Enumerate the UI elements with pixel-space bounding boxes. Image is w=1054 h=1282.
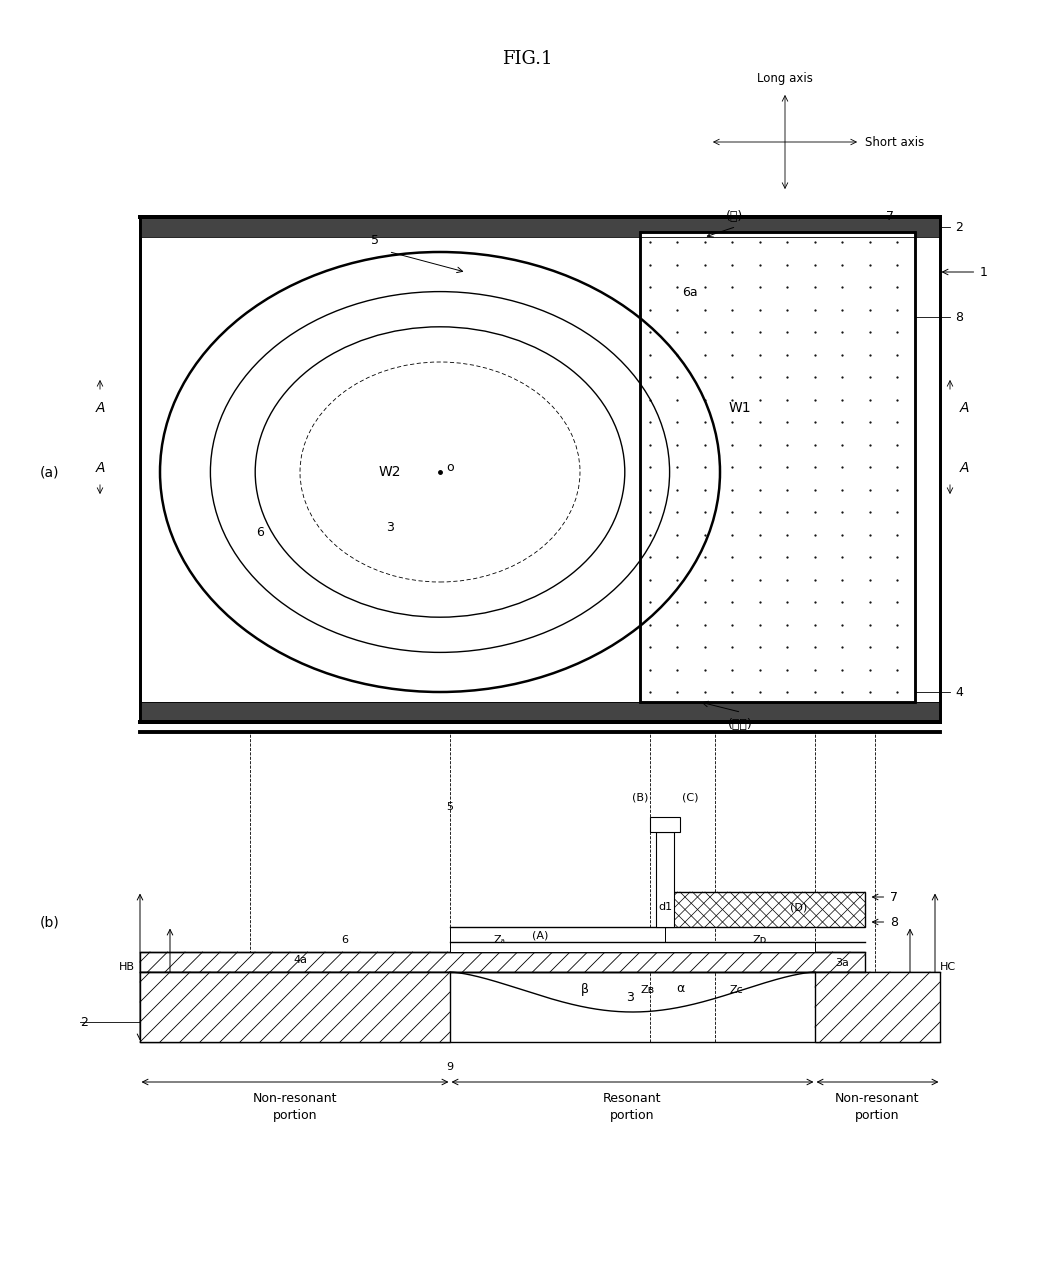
Text: Non-resonant
portion: Non-resonant portion: [835, 1092, 919, 1122]
Text: HA: HA: [175, 979, 191, 990]
Text: 5: 5: [446, 803, 453, 813]
Text: A: A: [95, 460, 104, 474]
Text: (a): (a): [40, 465, 60, 479]
Text: W1: W1: [728, 400, 750, 414]
Text: Long axis: Long axis: [757, 72, 813, 85]
Text: A: A: [959, 400, 969, 414]
Text: o: o: [446, 460, 453, 474]
Text: (ロー): (ロー): [727, 717, 752, 731]
Bar: [140, 218, 939, 237]
Text: 3: 3: [626, 991, 633, 1004]
Text: β: β: [581, 982, 589, 995]
Bar: [140, 972, 450, 1042]
Text: 1: 1: [979, 265, 988, 279]
Text: Resonant
portion: Resonant portion: [603, 1092, 662, 1122]
Text: Zᴄ: Zᴄ: [729, 985, 743, 995]
Bar: [665, 892, 864, 927]
Bar: [140, 218, 939, 722]
Text: (A): (A): [531, 929, 548, 940]
Text: 5: 5: [371, 235, 378, 247]
Bar: [140, 703, 939, 722]
Text: Short axis: Short axis: [864, 136, 923, 149]
Text: HC: HC: [939, 962, 956, 972]
Text: Zʙ: Zʙ: [641, 985, 655, 995]
Text: 2: 2: [915, 1015, 922, 1028]
Bar: [640, 232, 915, 703]
Text: 2: 2: [80, 1015, 87, 1028]
Bar: [815, 972, 939, 1042]
Text: A: A: [959, 460, 969, 474]
Text: (b): (b): [40, 915, 60, 929]
Text: 7: 7: [885, 209, 894, 222]
Text: Non-resonant
portion: Non-resonant portion: [253, 1092, 337, 1122]
Text: A: A: [95, 400, 104, 414]
Text: (D): (D): [789, 903, 807, 913]
Text: Zᴅ: Zᴅ: [753, 935, 767, 945]
Text: 3: 3: [386, 520, 394, 533]
Bar: [140, 953, 864, 972]
Bar: [450, 942, 815, 953]
Text: (イ): (イ): [726, 209, 743, 222]
Text: (C): (C): [682, 792, 698, 803]
Bar: [656, 832, 674, 927]
Text: 4a: 4a: [293, 955, 307, 964]
Bar: [640, 232, 915, 703]
Text: 2: 2: [955, 221, 962, 233]
Text: 6: 6: [256, 526, 264, 538]
Text: 6a: 6a: [682, 286, 698, 299]
Text: 7: 7: [890, 891, 898, 904]
Text: 4: 4: [955, 686, 962, 699]
Text: 8: 8: [890, 915, 898, 928]
Text: d1: d1: [658, 903, 671, 913]
Text: FIG.1: FIG.1: [502, 50, 552, 68]
Text: 8: 8: [955, 310, 962, 324]
Text: 9: 9: [446, 1061, 453, 1072]
Bar: [649, 817, 680, 832]
Text: 6: 6: [341, 935, 348, 945]
Text: (B): (B): [631, 792, 648, 803]
Text: W2: W2: [378, 465, 402, 479]
Text: 3a: 3a: [835, 958, 848, 967]
Text: α: α: [676, 982, 684, 995]
Text: HD: HD: [915, 979, 932, 990]
Text: HB: HB: [119, 962, 135, 972]
Bar: [450, 927, 665, 942]
Text: Zₐ: Zₐ: [493, 935, 506, 945]
